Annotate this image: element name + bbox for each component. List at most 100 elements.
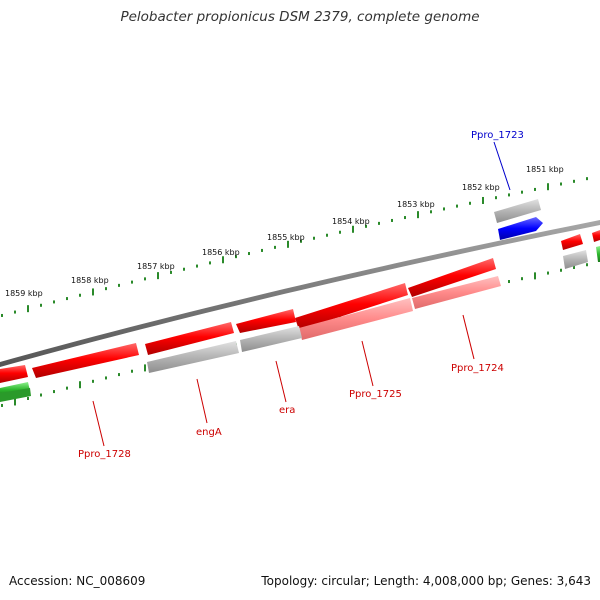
minor-tick — [66, 297, 68, 301]
kbp-label-1853: 1853 kbp — [397, 200, 435, 209]
major-tick — [352, 225, 354, 233]
feature-ppro-1725-light — [299, 298, 413, 340]
major-tick — [144, 364, 146, 372]
minor-tick — [1, 403, 3, 407]
minor-tick — [118, 283, 120, 287]
minor-tick — [261, 248, 263, 252]
minor-tick — [313, 236, 315, 240]
feature-forward-red-right-2 — [592, 230, 600, 242]
feature-ppro-1723-gene — [498, 217, 543, 240]
minor-tick — [469, 201, 471, 205]
outer-tick-ring — [1, 177, 588, 317]
major-tick — [79, 381, 81, 389]
minor-tick — [573, 179, 575, 183]
feature-era-gene — [236, 309, 296, 333]
minor-tick — [573, 265, 575, 269]
minor-tick — [196, 264, 198, 268]
feature-gray-upper — [494, 199, 541, 223]
minor-tick — [40, 393, 42, 397]
feature-ppro-1728-gene — [32, 343, 139, 378]
minor-tick — [456, 204, 458, 208]
feature-ppro-1724-gene — [408, 258, 496, 297]
leader-ppro-1723 — [493, 141, 511, 191]
minor-tick — [14, 310, 16, 314]
kbp-label-1856: 1856 kbp — [202, 248, 240, 257]
major-tick — [482, 196, 484, 204]
feature-ppro-1725-gene — [295, 283, 408, 330]
kbp-label-1857: 1857 kbp — [137, 262, 175, 271]
kbp-label-1855: 1855 kbp — [267, 233, 305, 242]
minor-tick — [521, 277, 523, 281]
minor-tick — [40, 303, 42, 307]
minor-tick — [430, 210, 432, 214]
major-tick — [27, 305, 29, 313]
feature-left-green-2 — [0, 388, 31, 402]
minor-tick — [586, 263, 588, 267]
major-tick — [222, 256, 224, 264]
minor-tick — [53, 300, 55, 304]
gene-label-enga: engA — [196, 427, 222, 438]
minor-tick — [248, 252, 250, 256]
kbp-label-1852: 1852 kbp — [462, 183, 500, 192]
minor-tick — [365, 224, 367, 228]
major-tick — [534, 272, 536, 280]
map-title: Pelobacter propionicus DSM 2379, complet… — [120, 9, 480, 25]
gene-label-ppro-1724: Ppro_1724 — [451, 363, 504, 374]
feature-enga-gene — [145, 322, 234, 355]
minor-tick — [534, 187, 536, 191]
feature-gray-right — [563, 250, 588, 269]
leader-ppro-1728 — [92, 400, 105, 447]
major-tick — [547, 183, 549, 191]
minor-tick — [53, 390, 55, 394]
minor-tick — [27, 396, 29, 400]
minor-tick — [105, 376, 107, 380]
gene-label-ppro-1725: Ppro_1725 — [349, 389, 402, 400]
major-tick — [14, 398, 16, 406]
minor-tick — [560, 268, 562, 272]
leader-ppro-1725 — [361, 340, 374, 387]
minor-tick — [131, 280, 133, 284]
minor-tick — [92, 379, 94, 383]
feature-era-gray — [240, 326, 302, 352]
minor-tick — [209, 261, 211, 265]
accession-text: Accession: NC_008609 — [9, 574, 146, 588]
minor-tick — [495, 196, 497, 200]
minor-tick — [105, 287, 107, 291]
major-tick — [287, 240, 289, 248]
minor-tick — [508, 193, 510, 197]
minor-tick — [560, 182, 562, 186]
feature-forward-red-right-1 — [561, 234, 583, 250]
minor-tick — [326, 233, 328, 237]
major-tick — [92, 288, 94, 296]
minor-tick — [404, 216, 406, 220]
gene-label-ppro-1723: Ppro_1723 — [471, 130, 524, 141]
leader-ppro-1724 — [462, 314, 475, 360]
gene-label-ppro-1728: Ppro_1728 — [78, 449, 131, 460]
kbp-label-1851: 1851 kbp — [526, 165, 564, 174]
minor-tick — [79, 293, 81, 297]
kbp-label-1859: 1859 kbp — [5, 289, 43, 298]
minor-tick — [300, 239, 302, 243]
feature-enga-gray — [147, 341, 239, 373]
kbp-label-1854: 1854 kbp — [332, 217, 370, 226]
minor-tick — [170, 270, 172, 274]
minor-tick — [144, 277, 146, 281]
gene-label-era: era — [279, 405, 295, 416]
minor-tick — [131, 369, 133, 373]
minor-tick — [508, 280, 510, 284]
minor-tick — [586, 177, 588, 181]
feature-ppro-1724-light — [412, 276, 501, 309]
minor-tick — [1, 313, 3, 317]
minor-tick — [274, 245, 276, 249]
feature-green-right — [596, 246, 600, 262]
minor-tick — [183, 267, 185, 271]
minor-tick — [235, 255, 237, 259]
leader-enga — [196, 378, 208, 424]
minor-tick — [521, 190, 523, 194]
minor-tick — [391, 218, 393, 222]
minor-tick — [547, 271, 549, 275]
minor-tick — [66, 386, 68, 390]
genome-backbone — [0, 220, 600, 367]
minor-tick — [378, 221, 380, 225]
minor-tick — [443, 207, 445, 211]
